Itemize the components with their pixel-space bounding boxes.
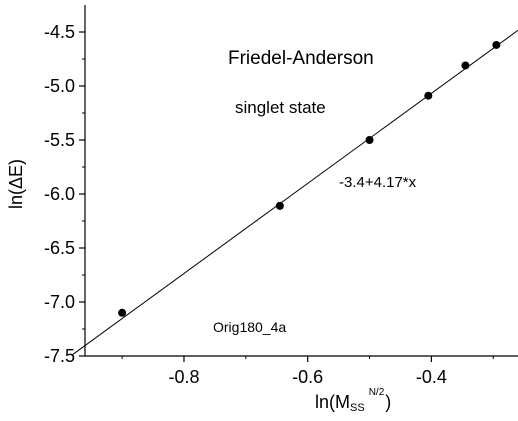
fit-line — [72, 29, 518, 355]
data-point — [118, 308, 127, 317]
fit-line-group — [72, 29, 518, 355]
x-tick-label: -0.8 — [168, 367, 199, 387]
data-point — [424, 91, 433, 100]
x-axis-label: ln(MSS N/2) — [315, 387, 391, 414]
y-tick-label: -4.5 — [44, 22, 75, 42]
y-tick-label: -6.5 — [44, 238, 75, 258]
y-tick-label: -5.5 — [44, 130, 75, 150]
x-axis-label-sub: SS — [350, 402, 365, 414]
x-axis-label-main: ln(M — [315, 392, 350, 412]
data-points — [118, 40, 501, 317]
y-tick-label: -5.0 — [44, 76, 75, 96]
annotation-method: Friedel-Anderson — [228, 48, 374, 69]
x-tick-label: -0.6 — [292, 367, 323, 387]
y-tick-label: -7.5 — [44, 346, 75, 366]
y-tick-label: -7.0 — [44, 292, 75, 312]
data-point — [492, 40, 501, 49]
annotation-figure-id: Orig180_4a — [213, 319, 286, 335]
data-point — [461, 61, 470, 70]
y-tick-label: -6.0 — [44, 184, 75, 204]
x-axis-label-close: ) — [385, 392, 391, 412]
x-axis-label-sup: N/2 — [369, 387, 385, 398]
data-point — [275, 201, 284, 210]
annotation-fit-equation: -3.4+4.17*x — [339, 174, 417, 191]
ticks: -0.8 -0.6 -0.4 -7.5 -7.0 -6.5 -6.0 -5.5 -5.0 -4.5 — [44, 22, 494, 387]
labels: Friedel-Anderson singlet state -3.4+4.17… — [6, 48, 417, 414]
annotation-state: singlet state — [235, 98, 326, 117]
data-point — [365, 136, 374, 144]
x-tick-label: -0.4 — [416, 367, 447, 387]
y-axis-label: ln(ΔE) — [6, 159, 26, 209]
